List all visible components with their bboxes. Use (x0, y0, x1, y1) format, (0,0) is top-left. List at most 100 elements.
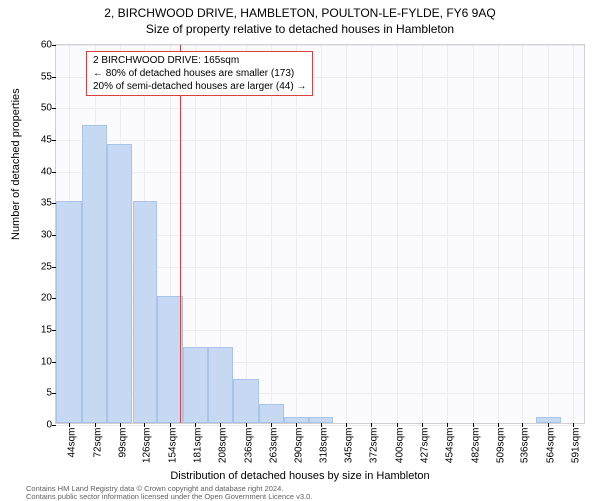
chart-title-subtitle: Size of property relative to detached ho… (0, 20, 600, 36)
ytick-label: 55 (28, 71, 52, 82)
annotation-box: 2 BIRCHWOOD DRIVE: 165sqm← 80% of detach… (86, 51, 313, 96)
xtick-mark (246, 423, 247, 427)
plot-area-wrap: 05101520253035404550556044sqm72sqm99sqm1… (55, 44, 585, 424)
xtick-mark (397, 423, 398, 427)
xtick-mark (371, 423, 372, 427)
histogram-bar (284, 417, 309, 423)
xtick-label: 181sqm (193, 428, 204, 464)
ytick-label: 40 (28, 166, 52, 177)
xtick-mark (498, 423, 499, 427)
xtick-label: 208sqm (218, 428, 229, 464)
histogram-bar (133, 201, 158, 423)
histogram-bar (309, 417, 334, 423)
chart-container: 2, BIRCHWOOD DRIVE, HAMBLETON, POULTON-L… (0, 0, 600, 500)
gridline-h (56, 140, 584, 141)
xtick-label: 454sqm (444, 428, 455, 464)
xtick-mark (447, 423, 448, 427)
gridline-v (447, 45, 448, 423)
gridline-h (56, 425, 584, 426)
gridline-v (422, 45, 423, 423)
gridline-h (56, 172, 584, 173)
gridline-v (296, 45, 297, 423)
chart-title-address: 2, BIRCHWOOD DRIVE, HAMBLETON, POULTON-L… (0, 0, 600, 20)
ytick-label: 35 (28, 198, 52, 209)
xtick-label: 345sqm (344, 428, 355, 464)
gridline-v (321, 45, 322, 423)
xtick-mark (120, 423, 121, 427)
gridline-v (397, 45, 398, 423)
xtick-mark (573, 423, 574, 427)
xtick-mark (346, 423, 347, 427)
xtick-label: 591sqm (571, 428, 582, 464)
xtick-label: 372sqm (369, 428, 380, 464)
xtick-mark (69, 423, 70, 427)
xtick-mark (296, 423, 297, 427)
annotation-line: 20% of semi-detached houses are larger (… (93, 80, 306, 93)
xtick-mark (170, 423, 171, 427)
gridline-v (522, 45, 523, 423)
xtick-mark (321, 423, 322, 427)
gridline-v (473, 45, 474, 423)
xtick-label: 72sqm (92, 428, 103, 458)
histogram-bar (536, 417, 561, 423)
footer-attribution: Contains HM Land Registry data © Crown c… (26, 485, 312, 500)
histogram-bar (208, 347, 233, 423)
ytick-label: 30 (28, 230, 52, 241)
ytick-mark (52, 45, 56, 46)
xtick-mark (144, 423, 145, 427)
ytick-mark (52, 77, 56, 78)
gridline-v (498, 45, 499, 423)
xtick-label: 400sqm (395, 428, 406, 464)
xtick-label: 318sqm (319, 428, 330, 464)
xtick-label: 44sqm (66, 428, 77, 458)
xtick-mark (548, 423, 549, 427)
y-axis-label: Number of detached properties (10, 88, 22, 240)
xtick-label: 509sqm (495, 428, 506, 464)
gridline-v (271, 45, 272, 423)
xtick-label: 427sqm (419, 428, 430, 464)
xtick-mark (271, 423, 272, 427)
xtick-label: 263sqm (268, 428, 279, 464)
histogram-bar (157, 296, 183, 423)
histogram-bar (259, 404, 284, 423)
xtick-mark (95, 423, 96, 427)
xtick-label: 536sqm (520, 428, 531, 464)
gridline-v (548, 45, 549, 423)
histogram-bar (56, 201, 82, 423)
ytick-label: 50 (28, 103, 52, 114)
ytick-label: 45 (28, 135, 52, 146)
ytick-mark (52, 140, 56, 141)
xtick-label: 290sqm (293, 428, 304, 464)
xtick-label: 482sqm (470, 428, 481, 464)
gridline-v (246, 45, 247, 423)
ytick-label: 15 (28, 325, 52, 336)
plot-area: 05101520253035404550556044sqm72sqm99sqm1… (55, 44, 585, 424)
ytick-mark (52, 172, 56, 173)
gridline-v (573, 45, 574, 423)
xtick-label: 154sqm (168, 428, 179, 464)
ytick-label: 5 (28, 388, 52, 399)
xtick-mark (220, 423, 221, 427)
ytick-label: 60 (28, 40, 52, 51)
xtick-mark (195, 423, 196, 427)
ytick-mark (52, 425, 56, 426)
xtick-mark (473, 423, 474, 427)
footer-line: Contains public sector information licen… (26, 493, 312, 501)
ytick-mark (52, 108, 56, 109)
annotation-line: 2 BIRCHWOOD DRIVE: 165sqm (93, 54, 306, 67)
ytick-label: 25 (28, 261, 52, 272)
gridline-h (56, 45, 584, 46)
xtick-mark (422, 423, 423, 427)
ytick-label: 20 (28, 293, 52, 304)
xtick-label: 564sqm (546, 428, 557, 464)
ytick-label: 10 (28, 356, 52, 367)
histogram-bar (183, 347, 208, 423)
x-axis-label: Distribution of detached houses by size … (0, 470, 600, 482)
xtick-mark (522, 423, 523, 427)
histogram-bar (107, 144, 133, 423)
histogram-bar (82, 125, 107, 423)
ytick-label: 0 (28, 420, 52, 431)
xtick-label: 236sqm (243, 428, 254, 464)
xtick-label: 126sqm (142, 428, 153, 464)
xtick-label: 99sqm (117, 428, 128, 458)
